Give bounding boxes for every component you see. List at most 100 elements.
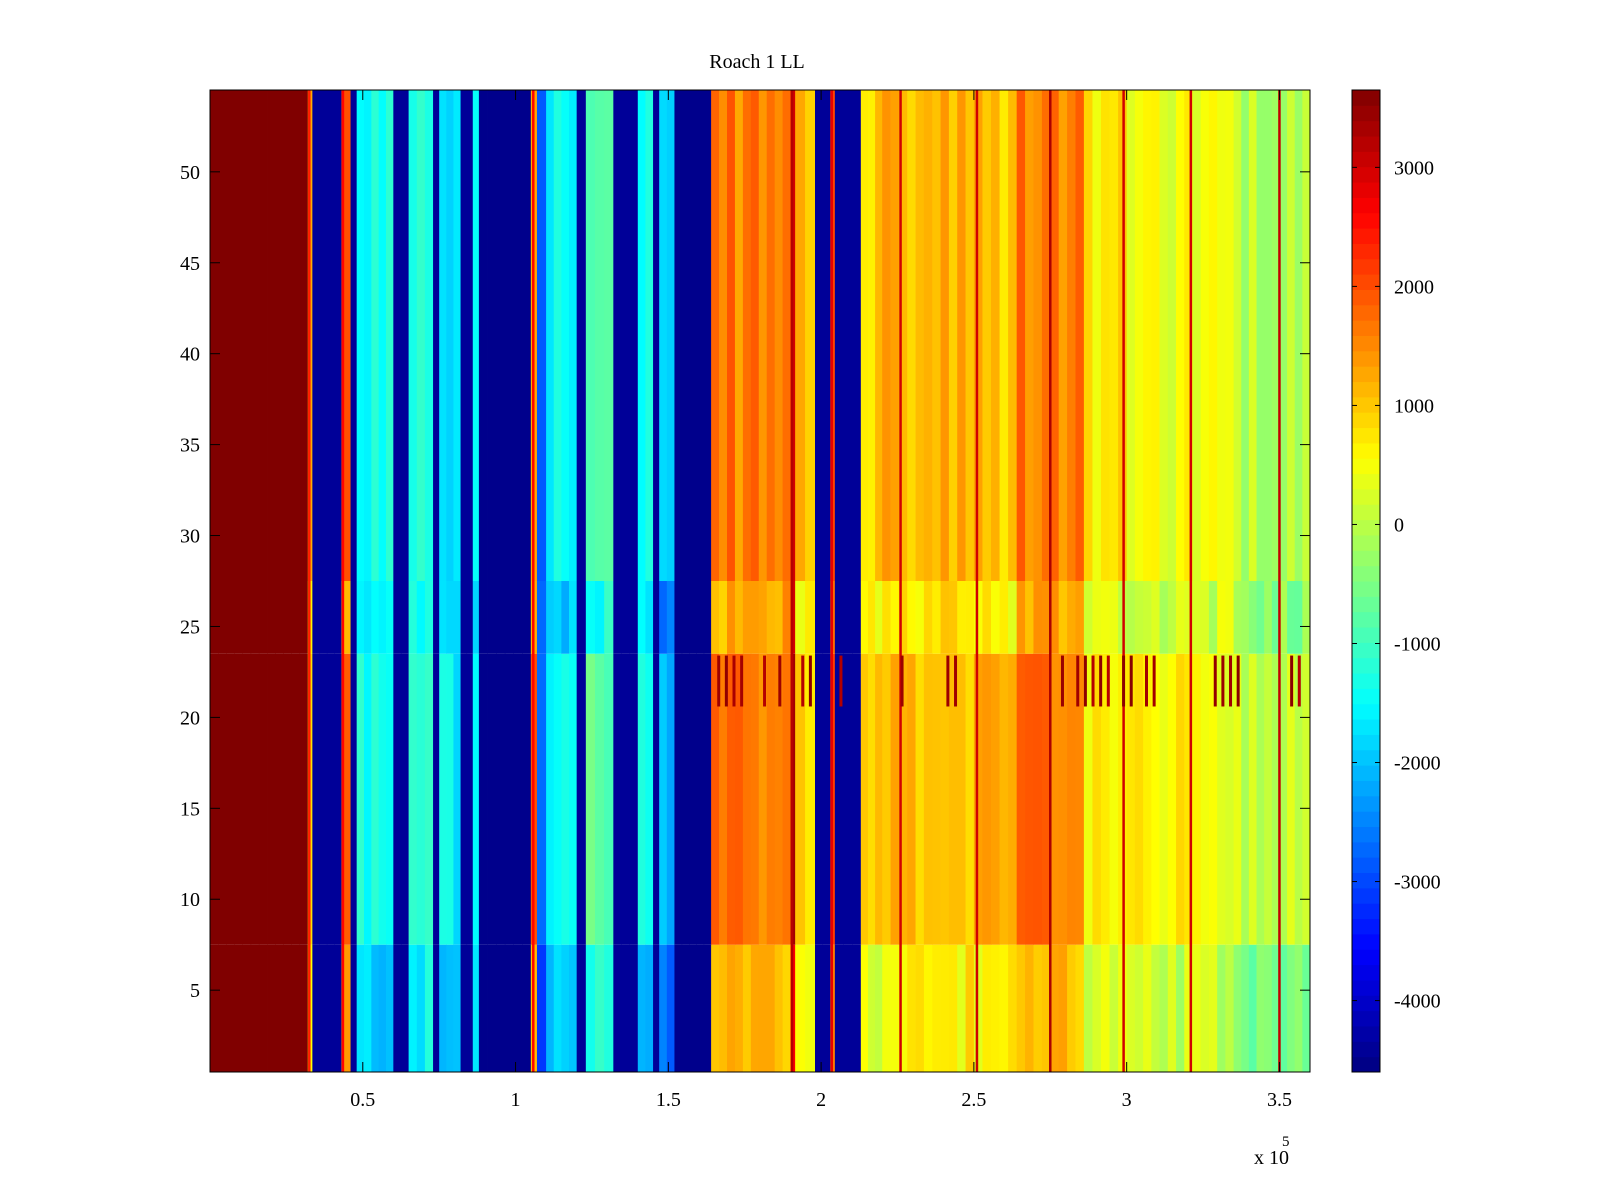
- heatmap-cell: [1264, 90, 1273, 581]
- y-tick-label: 45: [180, 253, 200, 275]
- heatmap-cell: [546, 581, 555, 654]
- heatmap-cell: [681, 581, 690, 654]
- heatmap-cell: [991, 90, 1000, 581]
- heatmap-cell: [393, 944, 402, 1072]
- heatmap-cell: [843, 653, 853, 945]
- heatmap-cell: [999, 653, 1009, 945]
- heatmap-cell: [460, 944, 468, 1072]
- heatmap-cell: [637, 653, 646, 945]
- heatmap-cell: [496, 653, 506, 945]
- heatmap-cell: [478, 653, 488, 945]
- heatmap-cell: [275, 581, 284, 654]
- heatmap-cell: [758, 581, 768, 654]
- heatmap-cell: [513, 90, 523, 581]
- x-exponent-label: x 10: [1254, 1147, 1289, 1169]
- heatmap-cell: [1151, 581, 1160, 654]
- heatmap-cell: [1143, 90, 1152, 581]
- heatmap-cell: [940, 944, 950, 1072]
- heatmap-cell: [1167, 944, 1177, 1072]
- heatmap-cell: [433, 653, 440, 945]
- heatmap-cell: [1287, 653, 1296, 945]
- colorbar-step: [1352, 1025, 1380, 1042]
- heatmap-spot: [1083, 655, 1087, 707]
- heatmap-cell: [439, 944, 447, 1072]
- heatmap-cell: [703, 581, 712, 654]
- heatmap-cell: [267, 90, 276, 581]
- colorbar-step: [1352, 627, 1380, 643]
- heatmap-cell: [1159, 90, 1169, 581]
- heatmap-cell: [637, 581, 646, 654]
- heatmap-cell: [400, 944, 410, 1072]
- heatmap-cell: [350, 581, 358, 654]
- colorbar-step: [1352, 151, 1380, 168]
- heatmap-cell: [218, 653, 227, 945]
- heatmap-cell: [822, 581, 831, 654]
- heatmap-cell: [1050, 90, 1060, 581]
- heatmap-cell: [742, 581, 752, 654]
- heatmap-spot: [1229, 655, 1233, 707]
- colorbar-step: [1352, 519, 1380, 536]
- heatmap-cell: [371, 581, 380, 654]
- heatmap-cell: [940, 90, 950, 581]
- heatmap-cell: [1200, 653, 1210, 945]
- heatmap-cell: [250, 944, 260, 1072]
- heatmap-cell: [852, 653, 862, 945]
- heatmap-cell: [834, 581, 844, 654]
- heatmap-cell: [932, 944, 941, 1072]
- heatmap-spot: [1106, 655, 1110, 707]
- heatmap-cell: [681, 90, 690, 581]
- heatmap-cell: [843, 581, 853, 654]
- heatmap-cell: [1050, 653, 1060, 945]
- heatmap-cell: [666, 653, 675, 945]
- colorbar-step: [1352, 841, 1380, 858]
- colorbar-step: [1352, 381, 1380, 398]
- chart-title: Roach 1 LL: [709, 51, 805, 73]
- heatmap-cell: [312, 944, 321, 1072]
- heatmap-cell: [400, 90, 410, 581]
- colorbar-step: [1352, 918, 1380, 935]
- heatmap-cell: [546, 944, 555, 1072]
- heatmap-cell: [1176, 90, 1185, 581]
- heatmap-cell: [948, 653, 958, 945]
- heatmap-cell: [604, 653, 614, 945]
- heatmap-spot: [1099, 655, 1103, 707]
- heatmap-cell: [750, 944, 760, 1072]
- y-tick-label: 5: [190, 980, 200, 1002]
- heatmap-cell: [1256, 944, 1265, 1072]
- heatmap-cell: [774, 944, 784, 1072]
- colorbar-step: [1352, 642, 1380, 659]
- heatmap-cell: [1264, 653, 1273, 945]
- x-tick-label: 2.5: [961, 1089, 986, 1111]
- heatmap-cell: [907, 653, 916, 945]
- heatmap-cell: [439, 653, 447, 945]
- heatmap-cell: [795, 581, 806, 654]
- heatmap-spot: [1221, 655, 1225, 707]
- heatmap-cell: [991, 944, 1000, 1072]
- heatmap-cell: [766, 944, 776, 1072]
- heatmap-cell: [653, 944, 660, 1072]
- heatmap-cell: [696, 90, 705, 581]
- heatmap-cell: [1058, 581, 1068, 654]
- heatmap-cell: [957, 653, 966, 945]
- heatmap-cell: [621, 90, 631, 581]
- heatmap-cell: [504, 581, 514, 654]
- heatmap-cell: [1143, 581, 1152, 654]
- heatmap-cell: [613, 653, 622, 945]
- heatmap-cell: [433, 944, 440, 1072]
- heatmap-cell: [805, 581, 816, 654]
- heatmap-cell: [1192, 90, 1202, 581]
- heatmap-cell: [1025, 653, 1034, 945]
- heatmap-spot: [808, 655, 812, 707]
- heatmap-cell: [1279, 581, 1288, 654]
- colorbar-step: [1352, 964, 1380, 981]
- heatmap-cell: [1016, 90, 1026, 581]
- heatmap-cell: [326, 944, 335, 1072]
- colorbar-step: [1352, 442, 1380, 459]
- heatmap-cell: [1287, 944, 1296, 1072]
- heatmap-cell: [703, 90, 712, 581]
- heatmap-cell: [982, 581, 992, 654]
- colorbar-step: [1352, 228, 1380, 244]
- heatmap-spot: [724, 655, 728, 707]
- heatmap-cell: [258, 944, 268, 1072]
